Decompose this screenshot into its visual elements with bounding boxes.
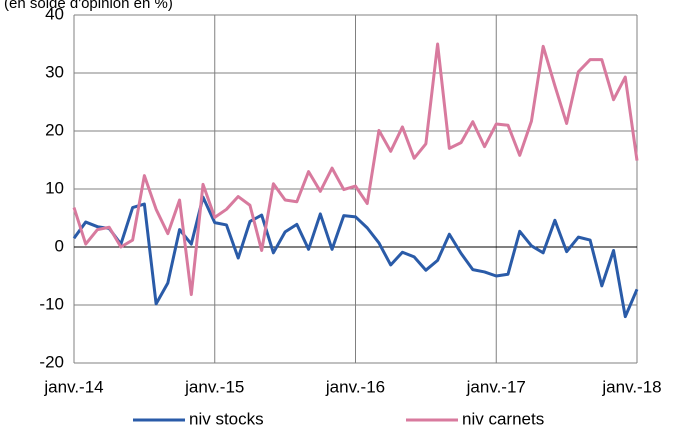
y-tick-label: 20 xyxy=(45,120,64,139)
y-axis-tick-labels: 40 30 20 10 0 -10 -20 xyxy=(39,4,64,371)
y-tick-label: 40 xyxy=(45,4,64,23)
legend-label-niv-carnets: niv carnets xyxy=(462,409,544,428)
x-tick-label: janv.-14 xyxy=(43,377,103,396)
series-line-niv-carnets xyxy=(72,42,639,297)
y-tick-label: -20 xyxy=(39,352,64,371)
axes xyxy=(73,14,637,364)
y-tick-label: 10 xyxy=(45,178,64,197)
series-lines xyxy=(72,42,639,319)
legend-label-niv-stocks: niv stocks xyxy=(189,409,264,428)
x-tick-label: janv.-16 xyxy=(325,377,385,396)
x-tick-label: janv.-18 xyxy=(601,377,661,396)
legend: niv stocks niv carnets xyxy=(133,409,544,428)
chart-title-fragment: (en solde d'opinion en %) xyxy=(4,0,173,12)
y-tick-label: 0 xyxy=(55,236,64,255)
y-tick-label: -10 xyxy=(39,294,64,313)
x-tick-label: janv.-15 xyxy=(184,377,244,396)
gridlines xyxy=(74,14,638,364)
y-tick-label: 30 xyxy=(45,62,64,81)
series-line-niv-stocks xyxy=(72,195,639,319)
chart-title: (en solde d'opinion en %) xyxy=(4,0,173,12)
x-tick-label: janv.-17 xyxy=(466,377,526,396)
x-axis-tick-labels: janv.-14 janv.-15 janv.-16 janv.-17 janv… xyxy=(43,377,661,396)
